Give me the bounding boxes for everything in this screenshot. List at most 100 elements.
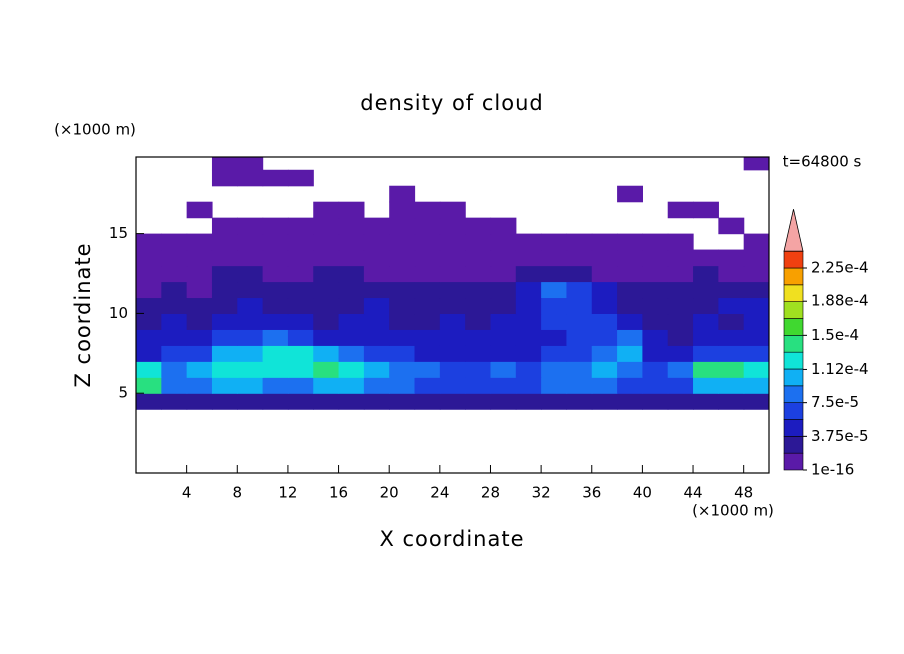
cell (262, 345, 289, 362)
x-tick-label: 8 (233, 484, 243, 502)
cell (591, 313, 618, 330)
cell (667, 265, 694, 283)
cell (313, 377, 340, 394)
cell (363, 329, 390, 346)
cell (566, 345, 593, 362)
cell (389, 377, 416, 394)
colorbar-band (783, 301, 804, 319)
cell (186, 345, 213, 362)
colorbar-band (783, 419, 804, 437)
cell (262, 297, 289, 315)
cell (617, 249, 643, 267)
cell (566, 313, 593, 330)
colorbar-band (783, 452, 804, 471)
cell (667, 377, 694, 394)
cell (439, 361, 466, 378)
cell (617, 265, 643, 283)
y-tick-label: 15 (109, 224, 128, 242)
cell (287, 249, 314, 267)
plot-frame (135, 156, 770, 474)
cell (136, 361, 162, 378)
cell (338, 201, 365, 219)
cell (667, 361, 694, 378)
cell (718, 377, 745, 394)
cell (591, 249, 618, 267)
cell (161, 377, 188, 394)
cell (313, 201, 340, 219)
cell (693, 361, 719, 378)
cell (414, 201, 441, 219)
cell (161, 361, 188, 378)
cell (439, 377, 466, 394)
cell (313, 281, 340, 299)
cell (186, 201, 213, 219)
cell (515, 377, 542, 394)
cell (136, 249, 162, 267)
cell (313, 313, 340, 330)
cell (718, 313, 745, 330)
cell (237, 393, 264, 410)
y-axis-label: Z coordinate (71, 242, 95, 387)
cell (667, 313, 694, 330)
cell (515, 361, 542, 378)
cell (439, 393, 466, 410)
cell (363, 233, 390, 251)
cell (287, 265, 314, 283)
cell (363, 297, 390, 315)
cell (465, 345, 492, 362)
cell (313, 249, 340, 267)
annotation: t=64800 s (783, 153, 862, 171)
cell (617, 329, 643, 346)
cell (566, 297, 593, 315)
cell (211, 313, 238, 330)
colorbar-band (783, 284, 804, 302)
cell (262, 377, 289, 394)
x-tick-label: 32 (532, 484, 551, 502)
cell (186, 249, 213, 267)
cell (566, 377, 593, 394)
cell (667, 233, 694, 251)
cell (490, 249, 517, 267)
cell (591, 345, 618, 362)
cell (313, 265, 340, 283)
cell (617, 185, 643, 203)
cell (541, 377, 568, 394)
cell (439, 265, 466, 283)
cell (642, 233, 669, 251)
cell (313, 361, 340, 378)
cell (389, 281, 416, 299)
cell (287, 313, 314, 330)
cell (363, 313, 390, 330)
cell (439, 233, 466, 251)
cell (338, 361, 365, 378)
cell (211, 217, 238, 235)
cell (262, 217, 289, 235)
cell (237, 281, 264, 299)
cell (566, 329, 593, 346)
cell (743, 233, 769, 251)
cell (389, 265, 416, 283)
colorbar-band (783, 250, 804, 269)
cell (515, 265, 542, 283)
cell (617, 297, 643, 315)
colorbar-tick-label: 2.25e-4 (811, 259, 869, 277)
cell (541, 313, 568, 330)
cell (541, 281, 568, 299)
cell (363, 377, 390, 394)
cell (718, 361, 745, 378)
cell (262, 281, 289, 299)
cell (718, 329, 745, 346)
x-tick-label: 16 (329, 484, 348, 502)
cell (262, 249, 289, 267)
cell (136, 377, 162, 394)
cell (211, 249, 238, 267)
cell (591, 265, 618, 283)
colorbar-tick-label: 1.12e-4 (811, 360, 869, 378)
cell (237, 361, 264, 378)
cell (161, 265, 188, 283)
cell (515, 345, 542, 362)
colorbar-band (783, 318, 804, 336)
cell (465, 217, 492, 235)
cell (161, 249, 188, 267)
cell (718, 393, 745, 410)
